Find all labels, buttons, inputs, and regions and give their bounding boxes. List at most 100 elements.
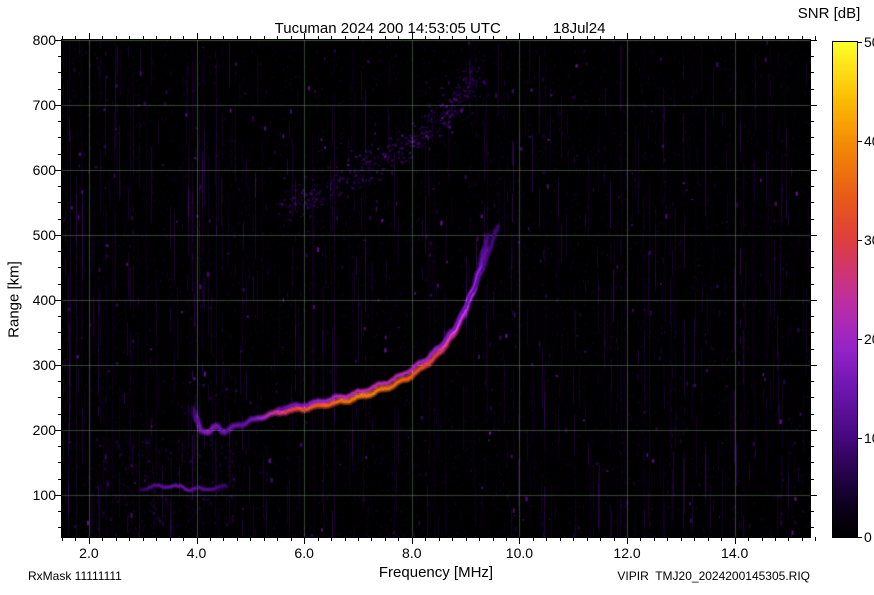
axis-tick [810,413,814,415]
axis-tick [58,316,62,318]
axis-tick [58,153,62,155]
axis-tick [492,537,494,541]
x-tick-label: 2.0 [79,545,99,561]
axis-tick [546,537,548,541]
axis-tick [58,72,62,74]
axis-tick [344,537,346,541]
axis-tick [58,381,62,383]
axis-tick [183,537,185,541]
axis-tick [680,36,682,40]
axis-tick [58,186,62,188]
axis-tick [479,36,481,40]
y-tick-label: 400 [32,291,56,308]
axis-tick [810,88,814,90]
axis-tick [55,364,62,366]
axis-tick [810,397,814,399]
axis-tick [810,153,814,155]
axis-tick [115,36,117,40]
x-tick-label: 4.0 [186,545,207,561]
axis-tick [62,537,63,541]
axis-tick [58,511,62,512]
axis-tick [667,36,669,40]
axis-tick [815,36,817,40]
axis-tick [58,121,62,123]
axis-tick [438,537,440,541]
axis-tick [627,537,629,544]
axis-tick [58,202,62,204]
axis-tick [398,537,400,541]
axis-tick [586,537,588,541]
axis-tick [250,537,252,541]
axis-tick [384,537,386,541]
axis-tick [58,478,62,480]
axis-tick [810,348,814,350]
axis-tick [55,494,62,496]
axis-tick [810,527,814,529]
axis-tick [586,36,588,40]
axis-tick [304,33,306,40]
axis-tick [707,36,709,40]
colorbar-tick-label: 50 [864,34,874,50]
axis-tick [58,527,62,529]
colorbar-canvas [832,41,858,538]
axis-tick [331,537,333,541]
colorbar-tick-label: 10 [864,430,874,446]
axis-tick [290,537,292,541]
axis-tick [810,478,814,480]
axis-tick [169,537,171,541]
axis-tick [357,537,359,541]
axis-tick [505,36,507,40]
axis-tick [810,267,814,269]
axis-tick [810,104,817,106]
axis-tick [58,88,62,90]
axis-tick [810,494,817,496]
axis-tick [452,36,454,40]
axis-tick [223,537,225,541]
axis-tick [559,537,561,541]
axis-tick [465,36,467,40]
axis-tick [317,537,319,541]
axis-tick [788,537,790,541]
axis-tick [788,36,790,40]
axis-tick [129,537,131,541]
axis-tick [196,33,198,40]
axis-tick [810,429,817,431]
axis-tick [465,537,467,541]
y-tick-label: 300 [32,356,56,373]
axis-tick [810,381,814,383]
axis-tick [573,537,575,541]
axis-tick [263,36,265,40]
axis-tick [858,339,862,340]
axis-tick [75,36,77,40]
axis-tick [58,137,62,139]
axis-tick [810,202,814,204]
axis-tick [209,537,211,541]
colorbar-title: SNR [dB] [797,5,861,22]
axis-tick [115,537,117,541]
axis-tick [102,537,104,541]
colorbar-tick-label: 20 [864,331,874,347]
axis-tick [411,537,413,544]
axis-tick [640,537,642,541]
axis-tick [810,316,814,318]
axis-tick [58,251,62,253]
axis-tick [452,537,454,541]
axis-tick [58,267,62,269]
axis-tick [479,537,481,541]
axis-tick [810,56,814,58]
axis-tick [748,36,750,40]
axis-tick [304,537,306,544]
axis-tick [492,36,494,40]
y-tick-label: 600 [32,161,56,178]
axis-tick [425,36,427,40]
axis-tick [810,72,814,74]
axis-tick [694,36,696,40]
axis-tick [156,36,158,40]
axis-tick [600,537,602,541]
axis-tick [58,332,62,334]
ionogram-canvas [61,39,811,538]
axis-tick [58,283,62,285]
x-tick-label: 12.0 [613,545,641,561]
x-tick-label: 10.0 [505,545,534,561]
axis-tick [858,141,862,142]
